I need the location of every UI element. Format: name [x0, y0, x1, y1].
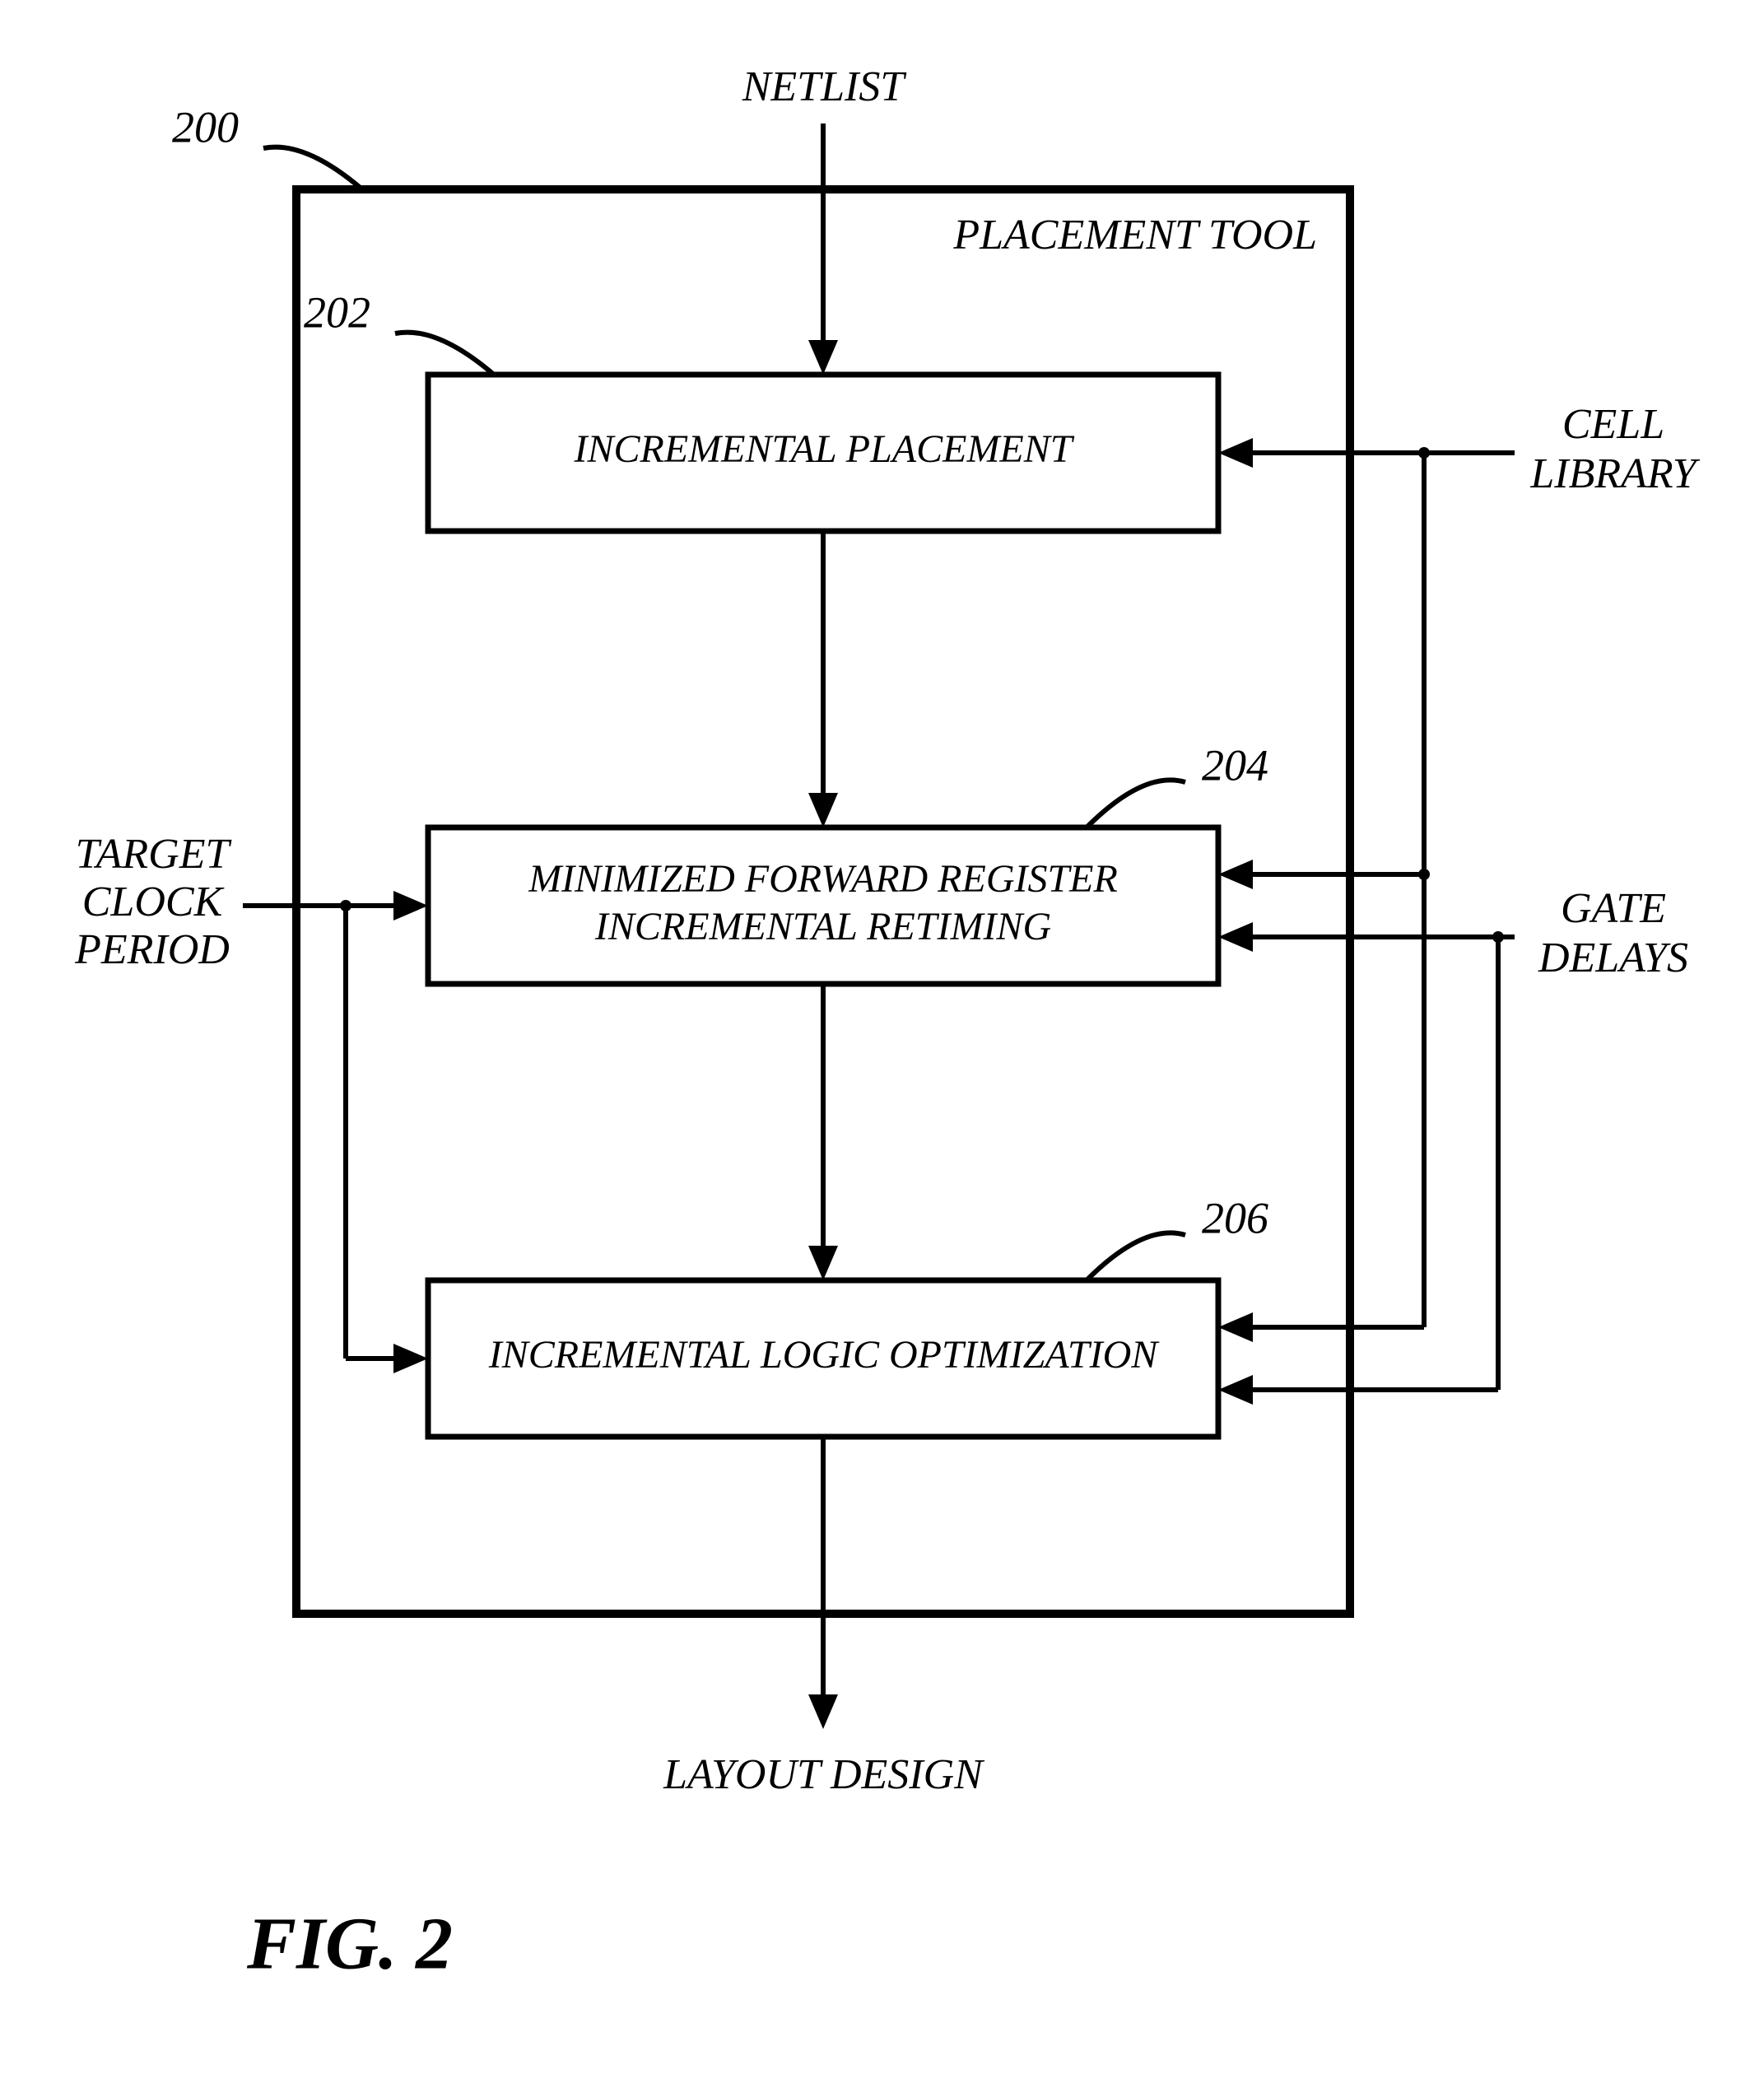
leader-202	[395, 333, 494, 375]
box2-label-line2: INCREMENTAL RETIMING	[594, 905, 1051, 948]
box2-label-line1: MINIMIZED FORWARD REGISTER	[528, 857, 1118, 901]
leader-204	[1087, 780, 1185, 827]
ref-204: 204	[1202, 740, 1268, 790]
cell-label: CELL	[1562, 401, 1664, 448]
library-label: LIBRARY	[1529, 450, 1700, 497]
box1-label: INCREMENTAL PLACEMENT	[574, 427, 1075, 471]
delays-label: DELAYS	[1538, 934, 1688, 981]
placement-tool-box	[296, 189, 1350, 1614]
period-label: PERIOD	[74, 926, 230, 973]
leader-200	[263, 147, 362, 189]
netlist-label: NETLIST	[742, 63, 907, 110]
layout-design-label: LAYOUT DESIGN	[663, 1751, 985, 1798]
ref-200: 200	[172, 102, 239, 151]
figure-label: FIG. 2	[246, 1904, 453, 1985]
box3-label: INCREMENTAL LOGIC OPTIMIZATION	[488, 1333, 1160, 1377]
gate-label: GATE	[1561, 885, 1666, 932]
target-label: TARGET	[76, 831, 232, 878]
ref-206: 206	[1202, 1193, 1268, 1242]
leader-206	[1087, 1233, 1185, 1280]
placement-tool-label: PLACEMENT TOOL	[952, 212, 1317, 259]
clock-label: CLOCK	[82, 879, 225, 925]
ref-202: 202	[304, 287, 370, 337]
